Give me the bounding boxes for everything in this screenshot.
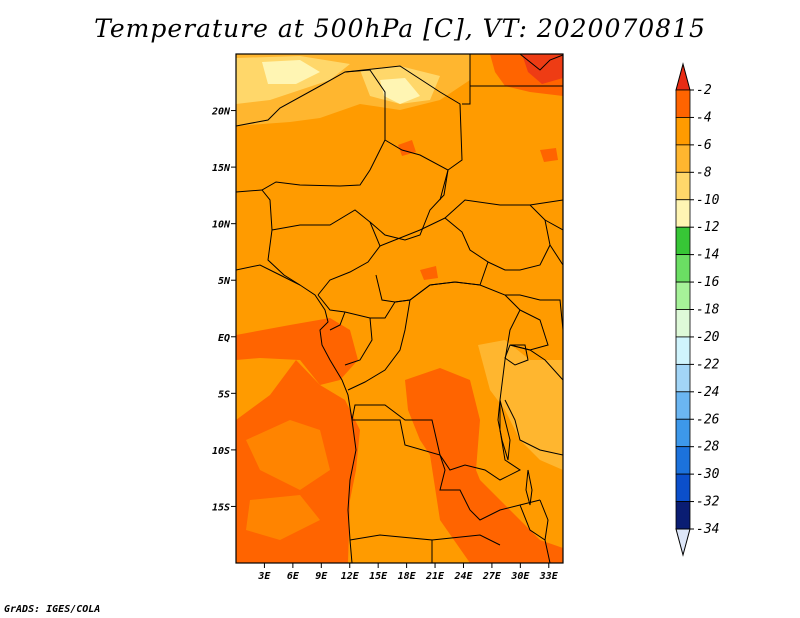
colorbar-label: -20 — [696, 330, 720, 345]
colorbar-segment-3 — [675, 171, 691, 201]
y-tick-label: 15N — [212, 163, 231, 174]
colorbar-segment-5 — [675, 226, 691, 256]
y-tick-label: 15S — [212, 502, 230, 513]
field-east-m8 — [478, 340, 563, 470]
colorbar-label: -2 — [696, 83, 712, 98]
field-ne-m2 — [522, 54, 563, 84]
footer-credit: GrADS: IGES/COLA — [4, 604, 101, 615]
colorbar-label: -34 — [696, 522, 719, 537]
field-satl-light — [246, 420, 330, 540]
colorbar-label: -22 — [696, 357, 720, 372]
y-tick-label: EQ — [218, 333, 230, 344]
red-sea-coast — [519, 54, 563, 71]
colorbar-segment-7 — [675, 281, 691, 310]
field-sahara-m12 — [262, 60, 420, 104]
colorbar-label: -24 — [696, 385, 719, 400]
colorbar-label: -4 — [696, 110, 712, 125]
x-tick-label: 12E — [341, 571, 360, 582]
colorbar-top-triangle — [675, 62, 691, 91]
border-cameroon-gabon — [317, 294, 396, 366]
y-tick-label: 5S — [218, 389, 230, 400]
border-namibia — [349, 534, 501, 563]
temperature-field — [236, 54, 563, 563]
colorbar-segment-4 — [675, 199, 691, 228]
colorbar-segment-13 — [675, 446, 691, 475]
y-tick-label: 10N — [212, 220, 231, 231]
y-axis: 20N 15N 10N 5N EQ 5S 10S 15S — [211, 107, 236, 513]
border-tanzania — [504, 344, 563, 456]
lake-victoria — [504, 344, 529, 366]
colorbar-label: -14 — [696, 248, 719, 263]
border-ethiopia — [529, 199, 563, 266]
y-tick-label: 10S — [212, 446, 230, 457]
colorbar: -2 -4 -6 -8 -10 -12 -14 -16 -18 -20 -22 -24 -26 -28 -3… — [675, 62, 720, 557]
country-borders — [236, 54, 563, 563]
colorbar-label: -32 — [696, 495, 720, 510]
colorbar-label: -12 — [696, 220, 720, 235]
map-frame — [235, 53, 564, 564]
colorbar-segment-9 — [675, 336, 691, 365]
map-title: Temperature at 500hPa [C], VT: 202007081… — [94, 14, 706, 43]
x-tick-label: 9E — [315, 571, 328, 582]
x-tick-label: 33E — [539, 571, 559, 582]
colorbar-segment-8 — [675, 309, 691, 338]
x-tick-label: 24E — [453, 571, 473, 582]
colorbar-segment-1 — [675, 117, 691, 146]
border-angola-zambia — [352, 419, 541, 521]
border-malawi-mozambique — [519, 499, 551, 563]
colorbar-label: -30 — [696, 467, 720, 482]
colorbar-segment-6 — [675, 254, 691, 283]
border-drc — [351, 281, 521, 481]
border-nigeria — [261, 189, 381, 296]
colorbar-label: -8 — [696, 165, 712, 180]
x-tick-label: 30E — [510, 571, 530, 582]
y-tick-label: 20N — [211, 107, 231, 118]
border-chad — [369, 139, 449, 241]
colorbar-bottom-triangle — [675, 528, 691, 557]
x-tick-label: 15E — [369, 571, 388, 582]
field-zambia-m4 — [430, 455, 563, 563]
colorbar-label: -16 — [696, 275, 720, 290]
colorbar-label: -26 — [696, 412, 720, 427]
colorbar-segment-10 — [675, 363, 691, 393]
colorbar-label: -10 — [696, 193, 720, 208]
x-tick-label: 21E — [425, 571, 445, 582]
x-tick-label: 6E — [287, 571, 300, 582]
colorbar-segment-2 — [675, 144, 691, 173]
colorbar-segment-11 — [675, 391, 691, 420]
field-specks-m4 — [398, 140, 558, 280]
x-tick-label: 18E — [398, 571, 417, 582]
colorbar-label: -18 — [696, 303, 720, 318]
colorbar-label: -6 — [696, 138, 712, 153]
colorbar-segment-14 — [675, 473, 691, 502]
lake-malawi — [525, 469, 533, 506]
x-tick-label: 27E — [482, 571, 502, 582]
x-tick-label: 3E — [257, 571, 271, 582]
x-axis: 3E 6E 9E 12E 15E 18E 21E 24E 27E 30E 33E — [257, 563, 559, 582]
field-gulf-m4 — [236, 318, 358, 385]
colorbar-segment-12 — [675, 418, 691, 448]
colorbar-label: -28 — [696, 440, 720, 455]
colorbar-segment-0 — [675, 89, 691, 118]
colorbar-segment-15 — [675, 501, 691, 530]
border-sudan — [462, 54, 563, 105]
border-south-sudan — [444, 199, 551, 271]
lake-tanganyika — [497, 399, 511, 461]
y-tick-label: 5N — [218, 276, 231, 287]
